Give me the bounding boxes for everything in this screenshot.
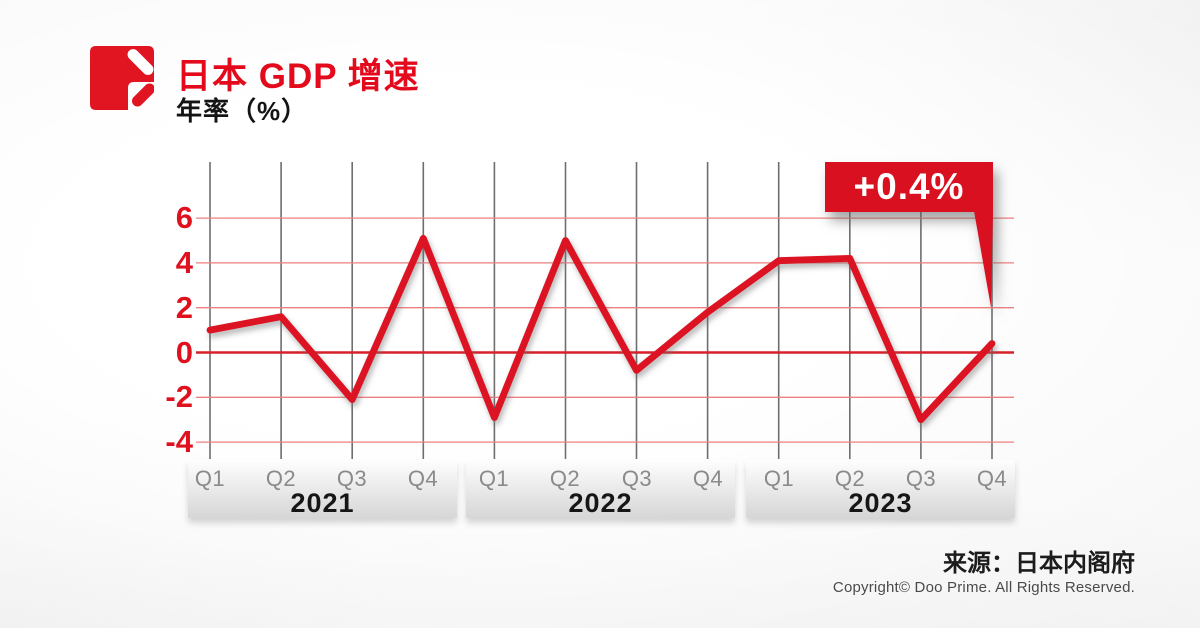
y-tick-label: -2 — [165, 379, 193, 414]
x-axis-band-2023: Q1 Q2 Q3 Q4 2023 — [746, 460, 1015, 518]
x-axis-band-2021: Q1 Q2 Q3 Q4 2021 — [188, 460, 457, 518]
callout-pointer — [974, 211, 993, 308]
year-label: 2022 — [568, 488, 633, 518]
quarter-label: Q1 — [763, 466, 795, 491]
quarter-label: Q3 — [905, 466, 937, 491]
y-tick-label: 4 — [175, 245, 193, 280]
x-axis-band-2022: Q1 Q2 Q3 Q4 2022 — [466, 460, 735, 518]
gdp-line-series — [206, 234, 996, 424]
y-tick-label: 6 — [175, 200, 193, 235]
y-tick-label: 0 — [175, 335, 193, 370]
year-label: 2021 — [290, 488, 355, 518]
quarter-label: Q2 — [549, 466, 581, 491]
doo-prime-logo — [90, 45, 156, 111]
callout-value: +0.4% — [853, 166, 965, 207]
quarter-label: Q2 — [834, 466, 866, 491]
quarter-label: Q4 — [976, 466, 1008, 491]
quarter-label: Q1 — [194, 466, 226, 491]
copyright-note: Copyright© Doo Prime. All Rights Reserve… — [832, 579, 1135, 596]
y-tick-label: 2 — [175, 290, 193, 325]
doo-prime-logo-icon — [90, 46, 156, 110]
page-title: 日本 GDP 增速 — [176, 57, 420, 96]
chart-subtitle: 年率（%） — [176, 96, 309, 126]
quarter-label: Q2 — [265, 466, 297, 491]
callout-badge: +0.4% — [825, 162, 993, 212]
quarter-label: Q4 — [407, 466, 439, 491]
y-tick-label: -4 — [165, 424, 193, 459]
quarter-label: Q1 — [478, 466, 510, 491]
quarter-label: Q4 — [692, 466, 724, 491]
quarter-label: Q3 — [336, 466, 368, 491]
quarter-label: Q3 — [621, 466, 653, 491]
year-label: 2023 — [848, 488, 913, 518]
source-note: 来源：日本内阁府 — [943, 550, 1135, 577]
